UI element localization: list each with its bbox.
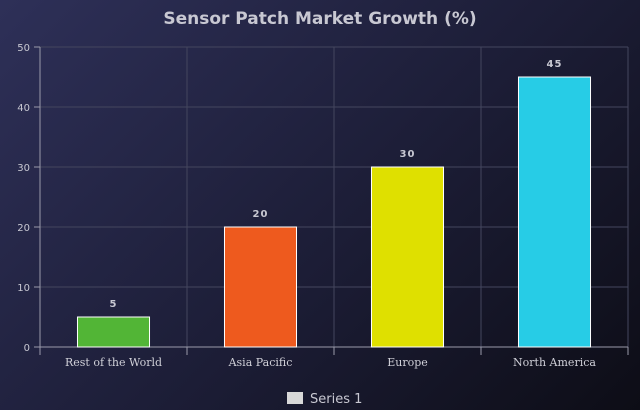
bar-europe[interactable]: [370, 166, 445, 348]
data-label: 5: [110, 299, 118, 310]
x-category-label: North America: [513, 356, 596, 369]
legend-label-series-1[interactable]: Series 1: [310, 392, 362, 407]
y-tick-label: 30: [17, 163, 30, 174]
y-tick-label: 0: [24, 343, 30, 354]
y-tick-label: 40: [17, 103, 30, 114]
x-category-label: Asia Pacific: [228, 356, 293, 369]
bar-asia-pacific[interactable]: [223, 226, 298, 348]
x-axis-labels: Rest of the World Asia Pacific Europe North…: [65, 356, 596, 369]
y-tick-label: 10: [17, 283, 30, 294]
legend-swatch-series-1[interactable]: [287, 392, 303, 404]
data-label: 45: [547, 59, 563, 70]
data-label: 20: [253, 209, 269, 220]
data-labels: 5 20 30 45: [110, 59, 563, 310]
bars: [76, 76, 592, 348]
x-category-label: Rest of the World: [65, 356, 162, 369]
data-label: 30: [400, 149, 416, 160]
bar-north-america[interactable]: [517, 76, 592, 348]
x-category-label: Europe: [387, 356, 428, 369]
y-axis-ticks: 0 10 20 30 40 50: [17, 43, 30, 354]
bar-rest-of-the-world[interactable]: [76, 316, 151, 348]
y-tick-label: 50: [17, 43, 30, 54]
legend[interactable]: Series 1: [287, 392, 362, 407]
y-tick-label: 20: [17, 223, 30, 234]
chart-title: Sensor Patch Market Growth (%): [163, 9, 476, 29]
grid-lines: [40, 46, 629, 347]
